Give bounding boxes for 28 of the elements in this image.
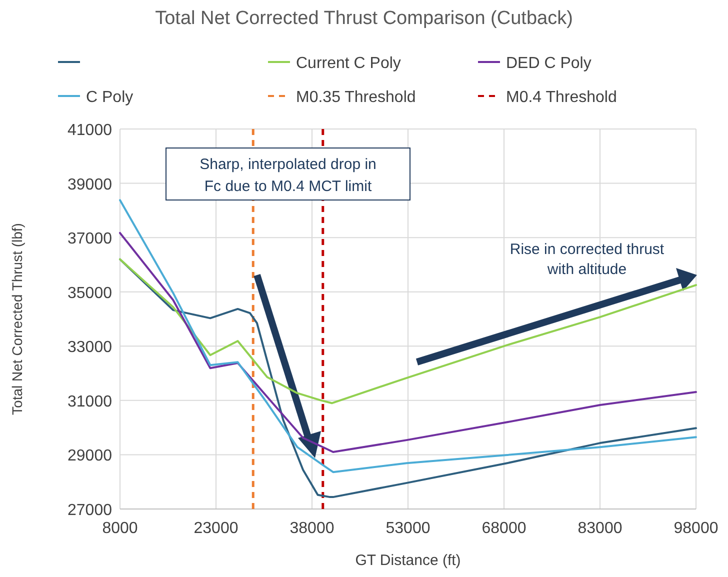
legend-label: M0.4 Threshold	[506, 89, 617, 106]
y-tick-label: 35000	[68, 284, 112, 302]
x-tick-label: 83000	[578, 520, 622, 537]
legend-label: M0.35 Threshold	[296, 89, 416, 106]
y-tick-label: 39000	[68, 176, 112, 194]
annotation: Rise in corrected thrust with altitude	[510, 241, 665, 278]
y-tick-label: 27000	[68, 502, 112, 519]
legend-label: Current C Poly	[296, 55, 401, 72]
legend-label: C Poly	[86, 89, 134, 106]
line-series	[119, 199, 697, 474]
y-tick-label: 41000	[68, 122, 112, 139]
x-tick-label: 98000	[674, 520, 718, 537]
x-tick-label: 53000	[386, 520, 430, 537]
y-tick-label: 29000	[68, 448, 112, 465]
y-tick-label: 37000	[68, 230, 112, 248]
x-axis-title: GT Distance (ft)	[355, 552, 461, 569]
annotation: Sharp, interpolated drop in Fc due to M0.4 MCT limit	[200, 156, 376, 195]
x-tick-label: 38000	[290, 520, 334, 537]
x-tick-label: 68000	[482, 520, 526, 537]
y-tick-label: 33000	[68, 339, 112, 356]
chart-title: Total Net Corrected Thrust Comparison (Cutback)	[155, 8, 573, 29]
y-tick-label: 31000	[68, 393, 112, 410]
line-series	[119, 232, 697, 453]
x-tick-label: 8000	[102, 520, 138, 537]
x-tick-label: 23000	[194, 520, 238, 537]
y-axis-title: Total Net Corrected Thrust (lbf)	[9, 223, 25, 415]
line-series	[119, 258, 697, 404]
legend-label: DED C Poly	[506, 55, 592, 72]
